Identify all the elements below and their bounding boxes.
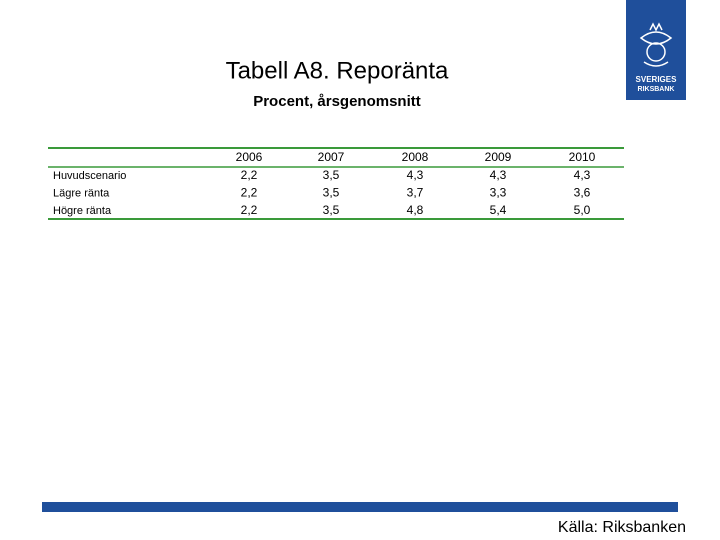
- column-header: 2009: [485, 150, 512, 164]
- source: Källa: Riksbanken: [558, 519, 686, 536]
- cell: 2,2: [241, 186, 258, 200]
- cell: 5,0: [574, 203, 591, 217]
- row-label: Lägre ränta: [53, 187, 110, 199]
- column-header: 2008: [402, 150, 429, 164]
- row-label: Huvudscenario: [53, 170, 126, 182]
- logo-text: RIKSBANK: [638, 86, 675, 93]
- cell: 5,4: [490, 203, 507, 217]
- logo-text: SVERIGES: [636, 75, 678, 84]
- cell: 4,8: [407, 203, 424, 217]
- footer-bar: [42, 502, 678, 512]
- cell: 3,5: [323, 168, 340, 182]
- title: Tabell A8. Reporänta: [226, 57, 449, 84]
- cell: 4,3: [407, 168, 424, 182]
- subtitle: Procent, årsgenomsnitt: [253, 93, 421, 110]
- table: 2006 2007 2008 2009 2010 Huvudscenario 2,2 3,5 4…: [48, 147, 624, 220]
- cell: 3,3: [490, 186, 507, 200]
- column-header: 2006: [236, 150, 263, 164]
- column-header: 2007: [318, 150, 345, 164]
- logo: SVERIGES RIKSBANK: [626, 0, 686, 100]
- cell: 3,6: [574, 186, 591, 200]
- row-label: Högre ränta: [53, 205, 112, 217]
- logo-background: [626, 0, 686, 100]
- cell: 4,3: [490, 168, 507, 182]
- cell: 3,5: [323, 186, 340, 200]
- cell: 3,5: [323, 203, 340, 217]
- cell: 3,7: [407, 186, 424, 200]
- column-header: 2010: [569, 150, 596, 164]
- cell: 2,2: [241, 203, 258, 217]
- cell: 2,2: [241, 168, 258, 182]
- logo-emblem: [639, 22, 673, 67]
- cell: 4,3: [574, 168, 591, 182]
